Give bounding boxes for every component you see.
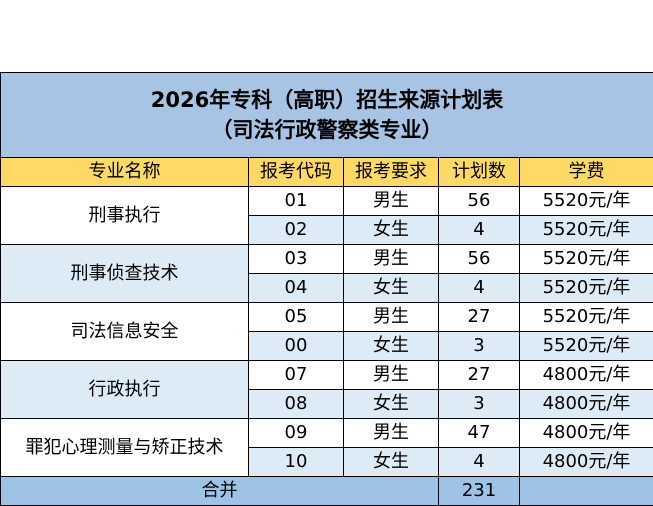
major-cell: 刑事侦查技术 <box>1 245 249 303</box>
data-cell: 01 <box>249 187 344 216</box>
data-cell: 女生 <box>344 448 439 477</box>
total-count: 231 <box>439 477 520 506</box>
data-cell: 47 <box>439 419 520 448</box>
major-cell: 司法信息安全 <box>1 303 249 361</box>
data-cell: 09 <box>249 419 344 448</box>
major-cell: 刑事执行 <box>1 187 249 245</box>
data-cell: 10 <box>249 448 344 477</box>
data-cell: 3 <box>439 332 520 361</box>
data-cell: 5520元/年 <box>520 245 653 274</box>
major-cell: 罪犯心理测量与矫正技术 <box>1 419 249 477</box>
data-cell: 女生 <box>344 274 439 303</box>
data-cell: 56 <box>439 245 520 274</box>
header-cell: 计划数 <box>439 158 520 187</box>
data-cell: 4800元/年 <box>520 390 653 419</box>
data-cell: 05 <box>249 303 344 332</box>
data-cell: 男生 <box>344 361 439 390</box>
header-row: 专业名称报考代码报考要求计划数学费 <box>1 158 653 187</box>
data-cell: 4800元/年 <box>520 448 653 477</box>
data-cell: 04 <box>249 274 344 303</box>
data-cell: 女生 <box>344 216 439 245</box>
data-cell: 4 <box>439 448 520 477</box>
data-cell: 女生 <box>344 390 439 419</box>
title-line: 2026年专科（高职）招生来源计划表 <box>1 85 653 115</box>
data-cell: 女生 <box>344 332 439 361</box>
data-cell: 男生 <box>344 245 439 274</box>
data-cell: 5520元/年 <box>520 274 653 303</box>
data-cell: 5520元/年 <box>520 216 653 245</box>
data-cell: 08 <box>249 390 344 419</box>
data-cell: 27 <box>439 361 520 390</box>
title-row: 2026年专科（高职）招生来源计划表（司法行政警察类专业） <box>1 73 653 158</box>
major-cell: 行政执行 <box>1 361 249 419</box>
data-cell: 4 <box>439 274 520 303</box>
total-empty <box>520 477 653 506</box>
data-cell: 02 <box>249 216 344 245</box>
data-cell: 5520元/年 <box>520 303 653 332</box>
title-line: （司法行政警察类专业） <box>1 115 653 145</box>
data-cell: 00 <box>249 332 344 361</box>
data-cell: 男生 <box>344 419 439 448</box>
total-label: 合并 <box>1 477 439 506</box>
data-cell: 5520元/年 <box>520 187 653 216</box>
data-cell: 07 <box>249 361 344 390</box>
data-cell: 4 <box>439 216 520 245</box>
header-cell: 专业名称 <box>1 158 249 187</box>
data-cell: 男生 <box>344 187 439 216</box>
data-cell: 56 <box>439 187 520 216</box>
title: 2026年专科（高职）招生来源计划表（司法行政警察类专业） <box>1 73 653 158</box>
data-cell: 27 <box>439 303 520 332</box>
data-cell: 03 <box>249 245 344 274</box>
data-cell: 5520元/年 <box>520 332 653 361</box>
data-cell: 男生 <box>344 303 439 332</box>
data-cell: 3 <box>439 390 520 419</box>
data-cell: 4800元/年 <box>520 419 653 448</box>
table-body: 2026年专科（高职）招生来源计划表（司法行政警察类专业）专业名称报考代码报考要… <box>1 73 653 506</box>
data-cell: 4800元/年 <box>520 361 653 390</box>
header-cell: 报考要求 <box>344 158 439 187</box>
header-cell: 学费 <box>520 158 653 187</box>
table-wrap: 2026年专科（高职）招生来源计划表（司法行政警察类专业）专业名称报考代码报考要… <box>0 72 653 506</box>
plan-table: 2026年专科（高职）招生来源计划表（司法行政警察类专业）专业名称报考代码报考要… <box>0 72 653 506</box>
header-cell: 报考代码 <box>249 158 344 187</box>
